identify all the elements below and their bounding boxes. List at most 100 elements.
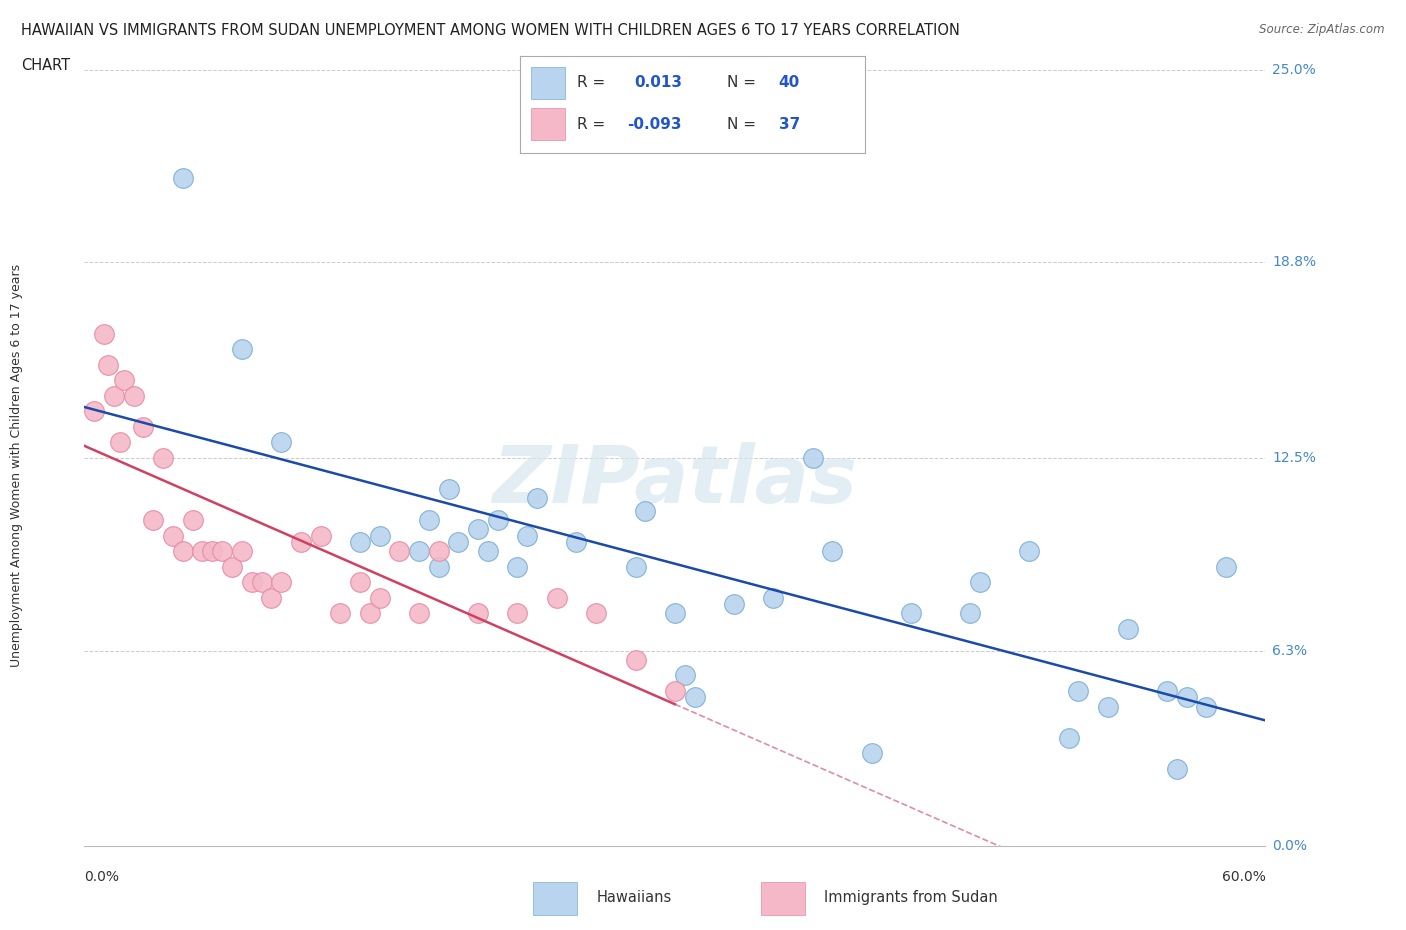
Point [359,606,381,621]
Text: HAWAIIAN VS IMMIGRANTS FROM SUDAN UNEMPLOYMENT AMONG WOMEN WITH CHILDREN AGES 6 : HAWAIIAN VS IMMIGRANTS FROM SUDAN UNEMPL… [21,23,960,38]
Point [108,435,131,450]
Point [201,544,224,559]
Point [516,528,538,543]
Point [83,404,105,418]
Point [231,342,253,357]
Point [152,451,174,466]
Point [191,544,214,559]
Point [388,544,411,559]
Point [270,435,292,450]
Text: 0.0%: 0.0% [1272,839,1308,854]
Text: 18.8%: 18.8% [1272,256,1316,270]
Point [506,559,529,574]
Point [664,606,686,621]
Point [546,591,568,605]
Point [211,544,233,559]
Text: N =: N = [727,116,756,132]
Point [427,544,450,559]
Text: Unemployment Among Women with Children Ages 6 to 17 years: Unemployment Among Women with Children A… [10,263,24,667]
Text: CHART: CHART [21,58,70,73]
Point [427,559,450,574]
Text: 40: 40 [779,75,800,90]
Point [1195,699,1218,714]
Text: Source: ZipAtlas.com: Source: ZipAtlas.com [1260,23,1385,36]
Point [683,690,706,705]
Point [132,419,155,434]
Point [801,451,824,466]
Point [821,544,844,559]
Point [408,544,430,559]
Point [142,512,165,527]
Text: 6.3%: 6.3% [1272,644,1308,658]
Point [673,668,696,683]
Point [368,528,391,543]
Point [103,389,125,404]
Text: 37: 37 [779,116,800,132]
Point [1156,684,1178,698]
Text: 0.013: 0.013 [634,75,682,90]
Point [624,653,647,668]
Point [162,528,184,543]
Text: 25.0%: 25.0% [1272,62,1316,77]
Point [1018,544,1040,559]
Point [1166,761,1188,776]
Point [1175,690,1198,705]
Point [329,606,352,621]
Point [1215,559,1237,574]
Point [93,326,115,341]
Point [250,575,273,590]
Point [349,535,371,550]
Point [408,606,430,621]
Point [506,606,529,621]
Point [477,544,499,559]
Point [122,389,145,404]
Point [624,559,647,574]
Text: R =: R = [576,116,606,132]
Text: N =: N = [727,75,756,90]
Point [97,357,120,372]
Text: Immigrants from Sudan: Immigrants from Sudan [824,890,998,905]
Text: ZIPatlas: ZIPatlas [492,443,858,520]
Point [467,606,489,621]
Point [1097,699,1119,714]
Point [664,684,686,698]
Point [172,544,194,559]
Point [969,575,991,590]
Text: Hawaiians: Hawaiians [596,890,672,905]
Point [1067,684,1090,698]
Point [221,559,243,574]
Point [447,535,470,550]
Point [959,606,981,621]
Point [270,575,292,590]
Point [418,512,440,527]
Point [486,512,509,527]
Point [585,606,607,621]
Point [437,482,460,497]
Point [181,512,204,527]
Text: -0.093: -0.093 [627,116,682,132]
Text: 0.0%: 0.0% [84,870,120,884]
Point [565,535,588,550]
Point [349,575,371,590]
Point [290,535,312,550]
Bar [761,883,804,915]
Bar [533,883,578,915]
Point [634,503,657,518]
Point [1057,730,1080,745]
Point [526,491,548,506]
Text: R =: R = [576,75,606,90]
Point [240,575,263,590]
Point [309,528,332,543]
Point [112,373,135,388]
Text: 12.5%: 12.5% [1272,451,1316,465]
Point [723,596,745,611]
Point [860,746,883,761]
Point [231,544,253,559]
Point [467,522,489,537]
Point [368,591,391,605]
Point [172,171,194,186]
Text: 60.0%: 60.0% [1222,870,1265,884]
Point [900,606,922,621]
Point [762,591,785,605]
Bar [530,108,565,140]
